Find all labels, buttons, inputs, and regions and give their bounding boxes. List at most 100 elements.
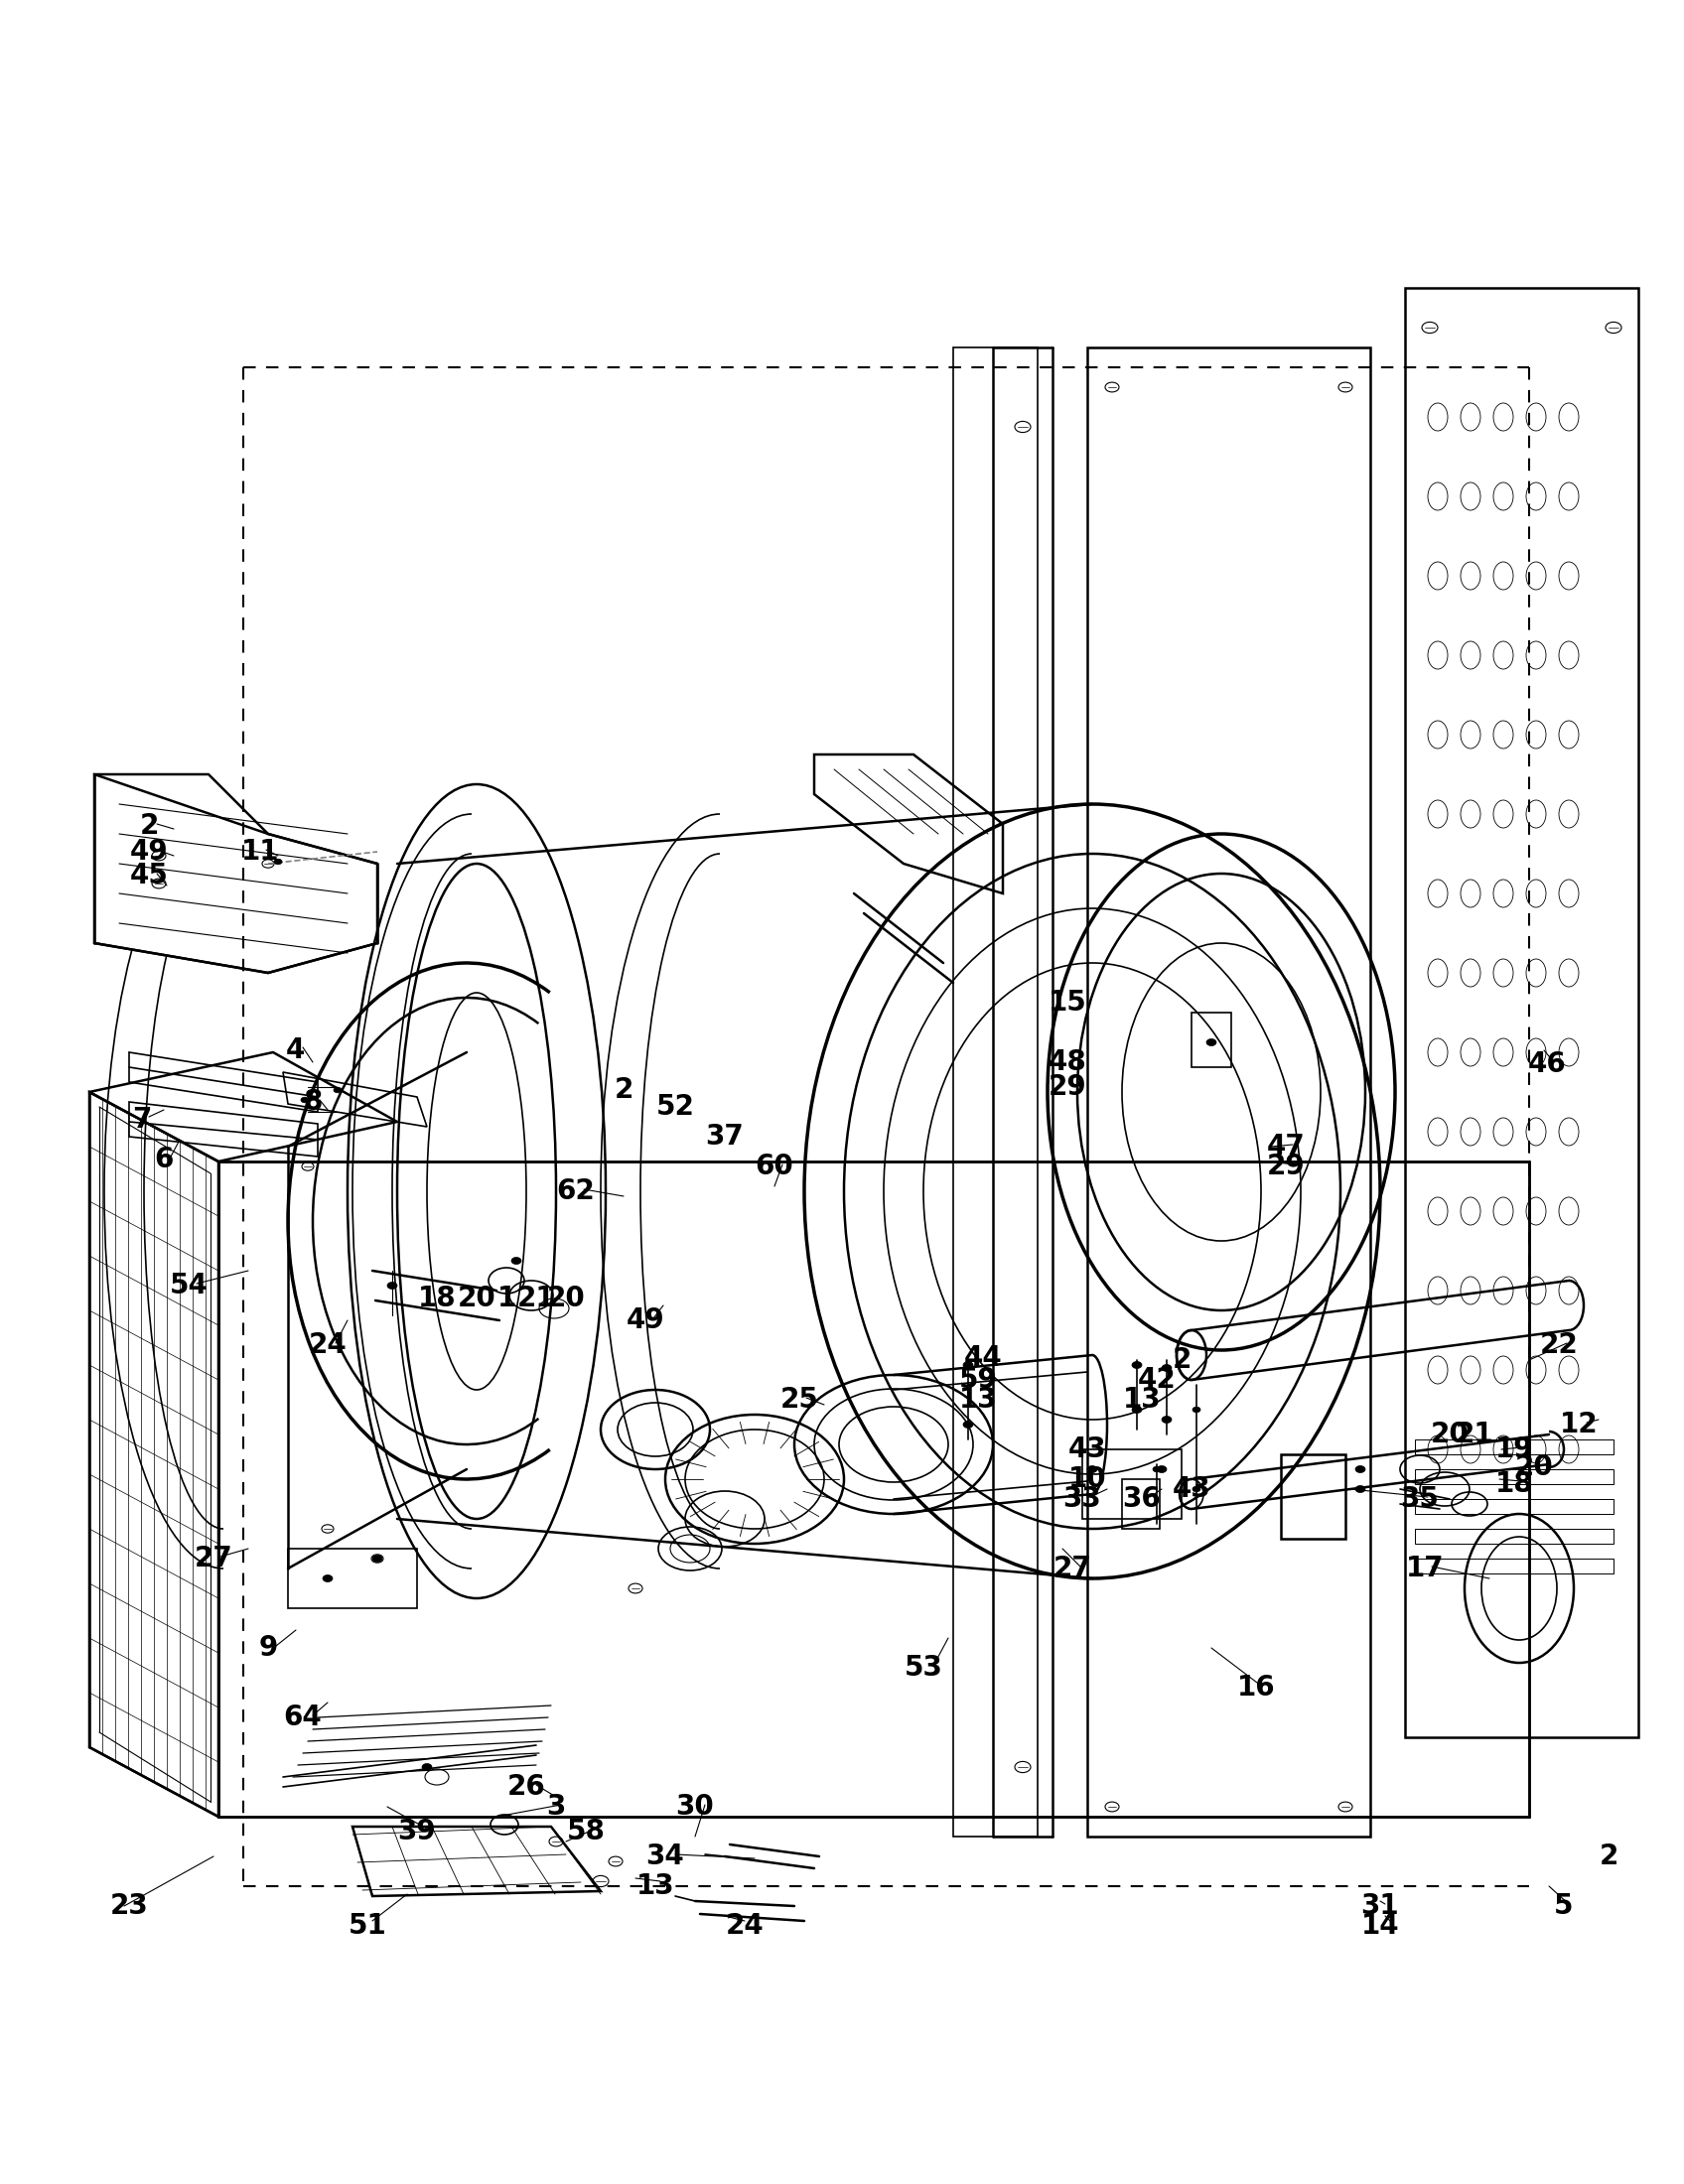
Text: 44: 44 [963, 1343, 1002, 1372]
Text: 33: 33 [1063, 1485, 1101, 1514]
Text: 45: 45 [130, 863, 168, 889]
Text: 43: 43 [1172, 1474, 1211, 1503]
Text: 3: 3 [546, 1793, 566, 1821]
Text: 11: 11 [241, 839, 280, 865]
Ellipse shape [1356, 1465, 1366, 1472]
Ellipse shape [274, 858, 281, 865]
Text: 2: 2 [140, 812, 158, 841]
Ellipse shape [1206, 1040, 1216, 1046]
Ellipse shape [372, 1555, 382, 1562]
Text: 18: 18 [418, 1284, 456, 1313]
Bar [1415, 1559, 1613, 1572]
Text: 59: 59 [958, 1365, 997, 1393]
Text: 42: 42 [1137, 1365, 1175, 1393]
Text: 64: 64 [283, 1704, 322, 1732]
Ellipse shape [1157, 1465, 1167, 1472]
Ellipse shape [1132, 1406, 1142, 1413]
Ellipse shape [1192, 1487, 1201, 1492]
Ellipse shape [1154, 1465, 1160, 1472]
Text: 7: 7 [133, 1105, 152, 1133]
Text: 13: 13 [958, 1387, 997, 1413]
Text: 20: 20 [1430, 1420, 1468, 1448]
Ellipse shape [301, 1096, 308, 1103]
Text: 16: 16 [1236, 1673, 1275, 1701]
Text: 46: 46 [1527, 1051, 1566, 1079]
Ellipse shape [1088, 1465, 1098, 1472]
Ellipse shape [1356, 1485, 1366, 1492]
Text: 17: 17 [1406, 1555, 1443, 1583]
Text: 26: 26 [507, 1773, 546, 1802]
Bar [1415, 1470, 1613, 1485]
Text: 34: 34 [647, 1843, 684, 1870]
Text: 48: 48 [1047, 1048, 1086, 1077]
Text: 12: 12 [1559, 1411, 1598, 1439]
Text: 20: 20 [458, 1284, 495, 1313]
Text: 43: 43 [1068, 1435, 1106, 1463]
Text: 2: 2 [1172, 1345, 1191, 1374]
Bar [1122, 1479, 1160, 1529]
Text: 36: 36 [1123, 1485, 1160, 1514]
Bar [1083, 1450, 1182, 1518]
Text: 62: 62 [557, 1177, 594, 1206]
Text: 2: 2 [615, 1077, 633, 1103]
Ellipse shape [1132, 1361, 1142, 1369]
Text: 25: 25 [780, 1387, 818, 1413]
Text: 23: 23 [109, 1891, 148, 1920]
Text: 52: 52 [655, 1092, 694, 1120]
Text: 37: 37 [706, 1123, 744, 1151]
Polygon shape [89, 1053, 397, 1162]
Text: 24: 24 [308, 1332, 347, 1358]
Bar [953, 347, 1037, 1837]
Ellipse shape [1192, 1406, 1201, 1413]
Ellipse shape [512, 1258, 522, 1265]
Polygon shape [94, 775, 377, 972]
Text: 14: 14 [1361, 1911, 1399, 1939]
Text: 54: 54 [170, 1271, 207, 1299]
Text: 47: 47 [1266, 1133, 1305, 1160]
Text: 51: 51 [349, 1911, 387, 1939]
Text: 13: 13 [1123, 1387, 1160, 1413]
Bar [1415, 1498, 1613, 1514]
Text: 53: 53 [904, 1653, 943, 1682]
Text: 18: 18 [1495, 1470, 1534, 1498]
Text: 22: 22 [1539, 1332, 1578, 1358]
Text: 9: 9 [259, 1634, 278, 1662]
Ellipse shape [323, 1575, 333, 1581]
Text: 10: 10 [1068, 1465, 1106, 1494]
Polygon shape [219, 1162, 1529, 1817]
Text: 2: 2 [1598, 1843, 1618, 1870]
Ellipse shape [1162, 1365, 1172, 1372]
Bar [1282, 1455, 1346, 1540]
Text: 49: 49 [626, 1306, 665, 1334]
Text: 58: 58 [566, 1817, 605, 1845]
Text: 35: 35 [1401, 1485, 1440, 1514]
Text: 4: 4 [285, 1037, 305, 1064]
Bar [1415, 1439, 1613, 1455]
Ellipse shape [963, 1361, 973, 1369]
Text: 27: 27 [194, 1544, 232, 1572]
Ellipse shape [387, 1282, 397, 1289]
Bar [1192, 1013, 1231, 1068]
Text: 31: 31 [1361, 1891, 1399, 1920]
Bar [1415, 1529, 1613, 1544]
Ellipse shape [333, 1088, 342, 1092]
Text: 60: 60 [754, 1153, 793, 1179]
Polygon shape [89, 1092, 219, 1817]
Text: 1: 1 [497, 1284, 515, 1313]
Text: 20: 20 [547, 1284, 586, 1313]
Text: 39: 39 [397, 1817, 436, 1845]
Text: 20: 20 [1516, 1452, 1553, 1481]
Text: 27: 27 [1052, 1555, 1091, 1583]
Text: 19: 19 [1495, 1435, 1534, 1463]
Text: 21: 21 [1455, 1420, 1494, 1448]
Text: 29: 29 [1047, 1072, 1086, 1101]
Text: 24: 24 [726, 1911, 765, 1939]
Text: 6: 6 [155, 1147, 173, 1173]
Ellipse shape [423, 1765, 431, 1771]
Text: 5: 5 [1554, 1891, 1573, 1920]
Ellipse shape [1162, 1415, 1172, 1424]
Text: 30: 30 [675, 1793, 714, 1821]
Text: 15: 15 [1047, 989, 1086, 1016]
Text: 8: 8 [303, 1088, 322, 1116]
Text: 49: 49 [130, 839, 168, 865]
